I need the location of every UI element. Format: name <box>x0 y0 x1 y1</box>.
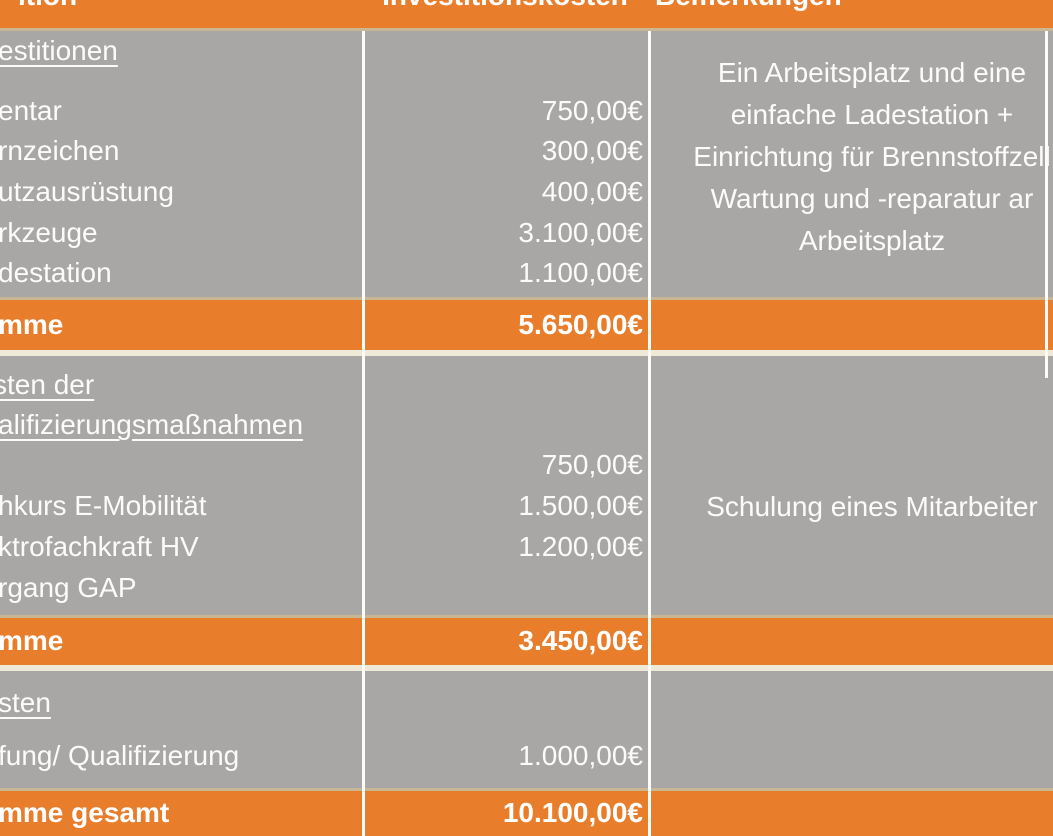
item-value: 1.100,00€ <box>518 257 643 288</box>
section-qualification-heading: sten der <box>0 369 95 400</box>
column-divider-2 <box>648 31 651 836</box>
item-label: hkurs E-Mobilität <box>0 490 207 521</box>
sum-row-label: mme <box>0 625 64 656</box>
remark-line: Einrichtung für Brennstoffzell <box>693 141 1051 172</box>
header-investment-costs-column: Investitionskosten <box>363 0 647 12</box>
sum-row-value: 5.650,00€ <box>518 309 643 340</box>
section-qualification-background <box>0 356 1053 615</box>
item-label: destation <box>0 257 112 288</box>
item-value: 750,00€ <box>541 449 643 480</box>
item-value: 300,00€ <box>541 135 643 166</box>
section-qualification-heading: alifizierungsmaßnahmen <box>0 409 304 440</box>
item-label: rnzeichen <box>0 135 120 166</box>
item-label: ktrofachkraft HV <box>0 531 199 562</box>
row-border <box>0 297 1053 300</box>
sum-row-2-background <box>0 618 1053 665</box>
item-label: entar <box>0 95 62 126</box>
sum-row-value: 3.450,00€ <box>518 625 643 656</box>
header-remarks-column: Bemerkungen <box>655 0 842 12</box>
item-value: 750,00€ <box>541 95 643 126</box>
section-investments-heading: estitionen <box>0 35 118 66</box>
total-row-label: mme gesamt <box>0 797 170 828</box>
row-border <box>0 788 1053 791</box>
row-border <box>0 350 1053 356</box>
item-value: 400,00€ <box>541 176 643 207</box>
column-divider-3 <box>1045 31 1048 378</box>
section-other-background <box>0 671 1053 788</box>
item-value: 1.200,00€ <box>518 531 643 562</box>
item-label: rgang GAP <box>0 572 137 603</box>
total-row-background <box>0 791 1053 836</box>
remark-line: Ein Arbeitsplatz und eine <box>717 57 1027 88</box>
header-row-background <box>0 0 1053 28</box>
row-border <box>0 28 1053 31</box>
header-position-column: ition <box>18 0 77 12</box>
item-label: utzausrüstung <box>0 176 174 207</box>
remark-line: Arbeitsplatz <box>798 225 946 256</box>
section-other-heading: sten <box>0 687 51 718</box>
row-border <box>0 615 1053 618</box>
column-divider-1 <box>362 31 365 836</box>
remark-line: Schulung eines Mitarbeiter <box>706 491 1038 522</box>
section-investments-background <box>0 31 1053 297</box>
item-label: rkzeuge <box>0 217 98 248</box>
item-value: 3.100,00€ <box>518 217 643 248</box>
item-label: fung/ Qualifizierung <box>0 740 240 771</box>
row-border <box>0 665 1053 671</box>
item-value: 1.000,00€ <box>518 740 643 771</box>
remark-line: einfache Ladestation + <box>730 99 1014 130</box>
item-value: 1.500,00€ <box>518 490 643 521</box>
remark-line: Wartung und -reparatur ar <box>710 183 1034 214</box>
sum-row-1-background <box>0 300 1053 350</box>
total-row-value: 10.100,00€ <box>502 797 643 828</box>
sum-row-label: mme <box>0 309 64 340</box>
